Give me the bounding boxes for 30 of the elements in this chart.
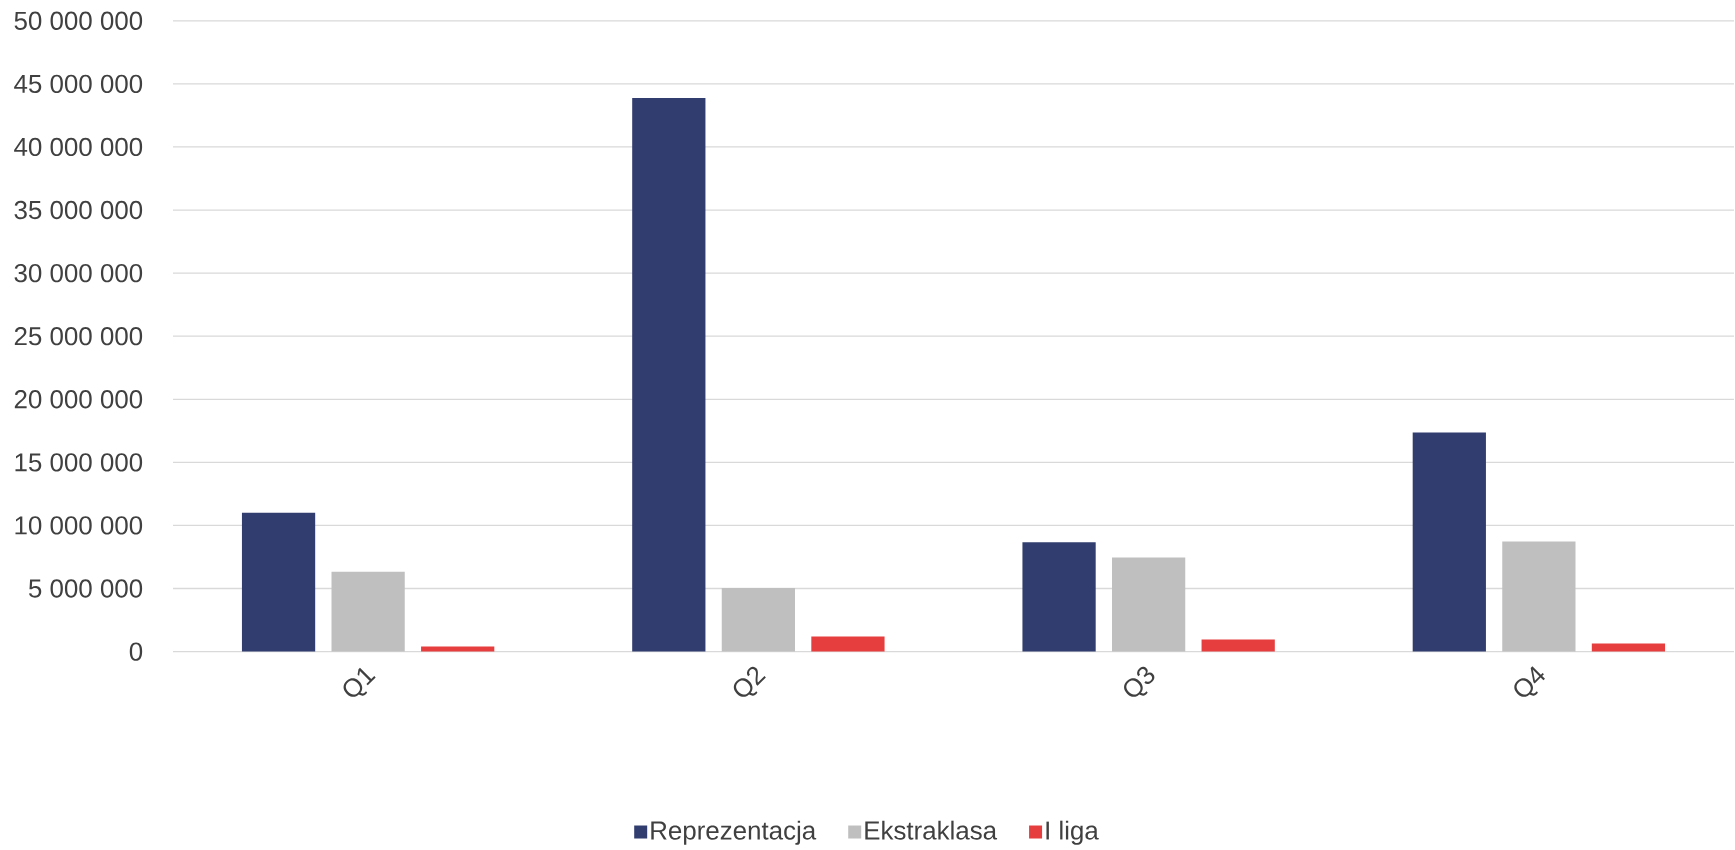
y-tick-label: 30 000 000 [14, 263, 143, 283]
y-tick-label: 15 000 000 [15, 453, 143, 472]
y-tick-label: 0 [129, 642, 143, 661]
bar [1112, 557, 1186, 652]
y-tick-label: 25 000 000 [14, 327, 143, 346]
bar [811, 636, 885, 652]
x-tick-label: Q4 [1514, 666, 1545, 697]
y-tick-label: 40 000 000 [14, 137, 143, 157]
bar [632, 98, 706, 652]
bar [1201, 639, 1275, 652]
bar [241, 512, 316, 652]
bar [331, 571, 405, 652]
y-tick-label: 10 000 000 [15, 516, 143, 535]
bar [721, 587, 795, 652]
bar [1591, 643, 1666, 652]
x-tick-label: Q1 [343, 667, 376, 697]
bar [1022, 542, 1096, 652]
legend-label: Reprezentacja [651, 820, 817, 845]
y-tick-label: 5 000 000 [28, 579, 143, 598]
bar [421, 646, 495, 652]
y-tick-label: 50 000 000 [14, 11, 143, 30]
y-tick-label: 20 000 000 [14, 390, 143, 409]
bar [1412, 432, 1486, 652]
legend-label: I liga [1046, 820, 1099, 845]
x-tick-label: Q3 [1124, 666, 1155, 697]
legend-label: Ekstraklasa [865, 820, 998, 840]
y-tick-label: 45 000 000 [14, 74, 143, 94]
y-tick-label: 35 000 000 [14, 200, 143, 220]
x-tick-label: Q2 [733, 666, 766, 697]
bar [1502, 541, 1576, 652]
